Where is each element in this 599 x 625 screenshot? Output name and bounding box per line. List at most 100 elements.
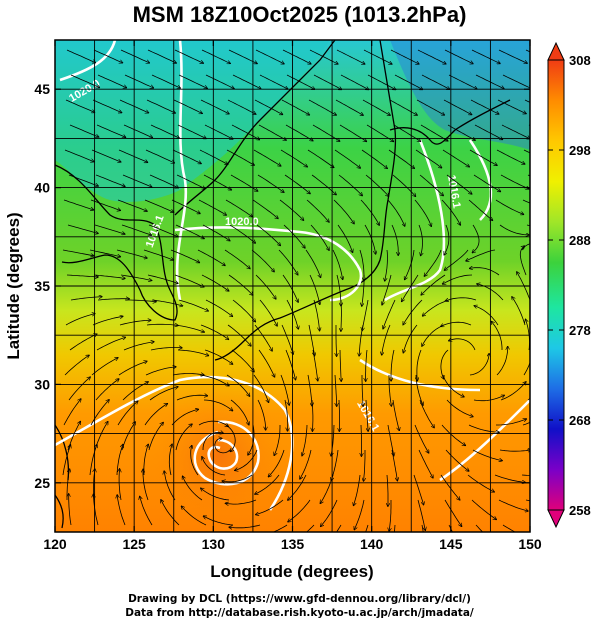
colorbar-tick-label: 278 bbox=[569, 323, 591, 338]
streamline bbox=[280, 149, 307, 167]
streamline bbox=[143, 249, 174, 260]
y-tick-label: 30 bbox=[34, 376, 50, 392]
credit-data-source: Data from http://database.rish.kyoto-u.a… bbox=[125, 607, 474, 619]
streamline bbox=[235, 449, 258, 470]
streamline bbox=[500, 174, 529, 189]
streamline bbox=[321, 499, 338, 526]
streamline bbox=[178, 299, 208, 311]
streamline bbox=[272, 524, 288, 532]
streamline bbox=[472, 449, 502, 461]
streamline bbox=[387, 199, 405, 226]
streamline bbox=[496, 347, 508, 376]
streamline bbox=[502, 74, 530, 88]
colorbar-tick-label: 258 bbox=[569, 503, 591, 518]
streamline bbox=[472, 224, 480, 253]
streamline bbox=[443, 99, 472, 115]
streamline bbox=[116, 249, 147, 258]
credit-dcl: Drawing by DCL (https://www.gfd-dennou.o… bbox=[128, 593, 471, 605]
streamline bbox=[150, 124, 179, 138]
streamline bbox=[417, 349, 422, 381]
streamline bbox=[202, 432, 223, 451]
streamline bbox=[403, 324, 418, 353]
streamline bbox=[144, 404, 167, 426]
streamline bbox=[248, 424, 255, 455]
streamline bbox=[300, 449, 312, 479]
streamline bbox=[521, 474, 530, 476]
streamline bbox=[96, 337, 125, 351]
streamline bbox=[149, 387, 178, 401]
streamline bbox=[391, 349, 395, 381]
streamline bbox=[444, 49, 473, 64]
colorbar: 308 298 288 278 268 258 bbox=[547, 41, 591, 529]
streamline bbox=[448, 74, 477, 89]
y-tick-label: 40 bbox=[34, 180, 50, 196]
streamline bbox=[281, 324, 293, 354]
streamline bbox=[471, 499, 496, 520]
streamline bbox=[123, 124, 153, 138]
streamline bbox=[442, 149, 469, 167]
streamline bbox=[416, 99, 444, 115]
streamline bbox=[117, 495, 126, 526]
streamline bbox=[417, 49, 446, 64]
streamline bbox=[257, 174, 284, 192]
streamline bbox=[473, 395, 504, 402]
streamline bbox=[90, 400, 109, 426]
streamline bbox=[385, 249, 388, 281]
streamline bbox=[418, 224, 423, 256]
streamline bbox=[173, 324, 204, 332]
streamline bbox=[64, 355, 89, 376]
streamline bbox=[283, 224, 305, 248]
streamline bbox=[491, 322, 503, 350]
streamline bbox=[181, 506, 207, 526]
streamline bbox=[228, 49, 257, 64]
streamline bbox=[443, 274, 473, 284]
streamline bbox=[308, 324, 315, 356]
streamline bbox=[92, 99, 122, 113]
streamline bbox=[202, 224, 230, 241]
colorbar-tick-label: 288 bbox=[569, 233, 591, 248]
streamline bbox=[523, 149, 530, 154]
streamline bbox=[252, 199, 278, 219]
streamline bbox=[338, 174, 362, 196]
streamline bbox=[164, 471, 176, 501]
streamline bbox=[382, 274, 392, 305]
streamline bbox=[414, 424, 429, 453]
streamline bbox=[191, 446, 199, 476]
streamline bbox=[230, 399, 249, 425]
streamline bbox=[496, 419, 526, 426]
streamline bbox=[501, 124, 530, 139]
streamline bbox=[144, 199, 174, 212]
streamline bbox=[467, 474, 494, 492]
y-axis-ticks: 25 30 35 40 45 bbox=[34, 81, 530, 491]
streamline bbox=[494, 474, 525, 482]
streamline bbox=[320, 474, 334, 503]
streamline bbox=[445, 449, 469, 471]
streamline bbox=[198, 199, 226, 215]
colorbar-ticks: 308 298 288 278 268 258 bbox=[548, 53, 591, 518]
streamline bbox=[337, 224, 353, 252]
streamline bbox=[413, 474, 424, 505]
streamline bbox=[204, 124, 233, 139]
streamline bbox=[512, 297, 526, 326]
asia-coast bbox=[174, 40, 336, 216]
streamline bbox=[307, 374, 312, 406]
streamline bbox=[354, 499, 365, 530]
streamline bbox=[91, 149, 121, 162]
streamline bbox=[161, 500, 180, 526]
streamline bbox=[334, 149, 360, 168]
streamline bbox=[96, 124, 126, 137]
colorbar-tick-label: 308 bbox=[569, 53, 591, 68]
streamline bbox=[468, 424, 499, 432]
streamline bbox=[65, 99, 95, 112]
streamline bbox=[470, 268, 500, 276]
streamline bbox=[201, 274, 229, 291]
streamline bbox=[365, 399, 368, 431]
streamline bbox=[93, 274, 125, 278]
streamline bbox=[388, 375, 391, 406]
isobar-nw bbox=[59, 40, 117, 82]
streamline bbox=[500, 382, 526, 401]
streamline bbox=[424, 249, 442, 276]
streamline bbox=[336, 49, 365, 64]
streamline bbox=[225, 199, 252, 217]
